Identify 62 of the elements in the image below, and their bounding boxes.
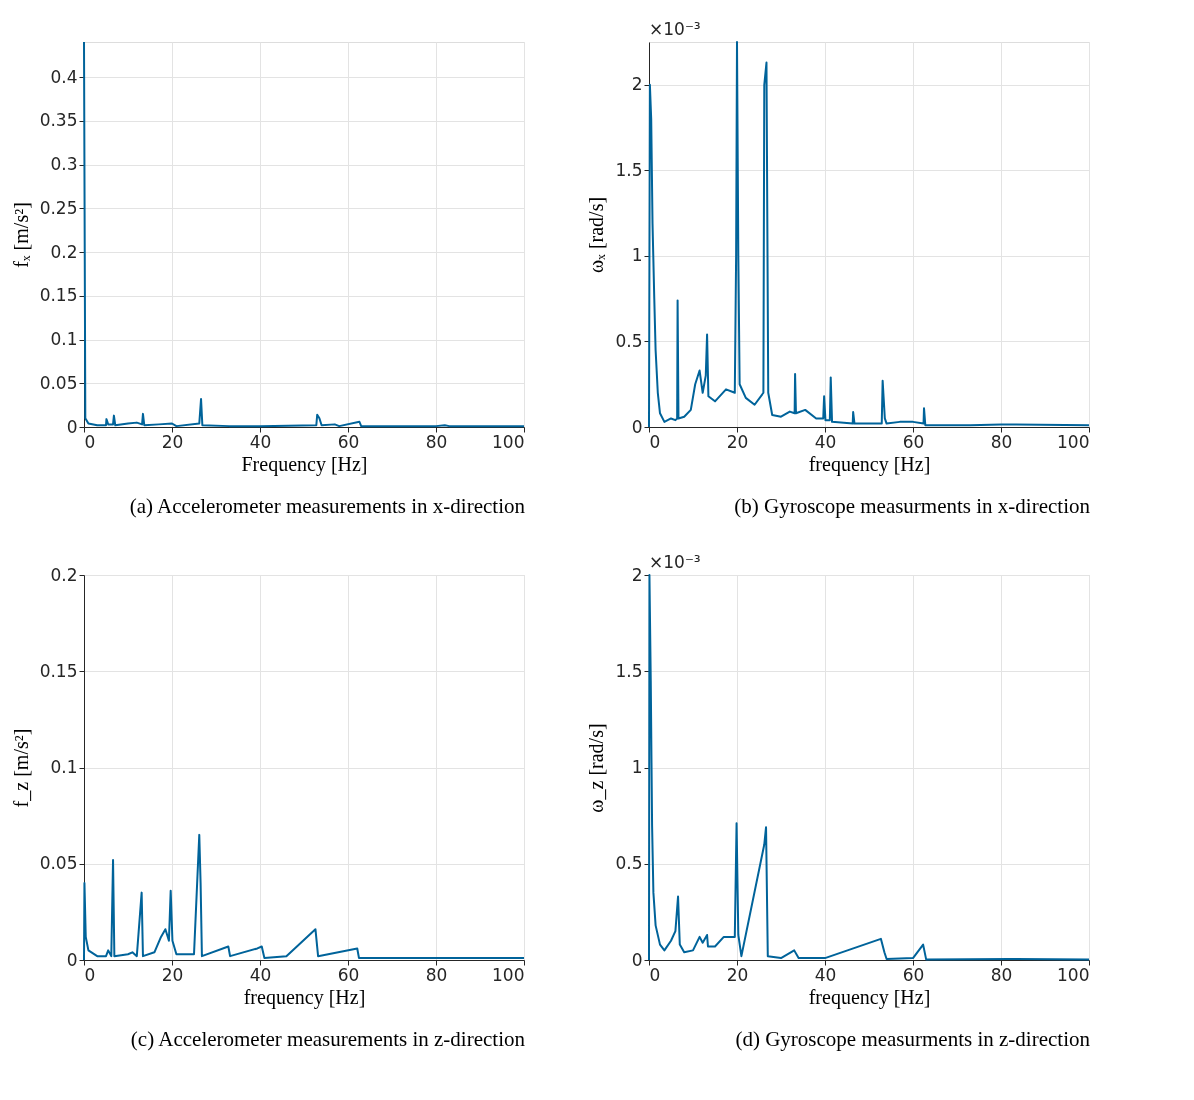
x-tick-label: 20	[161, 964, 184, 985]
x-axis-title: frequency [Hz]	[808, 985, 931, 1009]
x-tick-label: 20	[161, 431, 184, 452]
y-tick-label: 0	[631, 416, 643, 437]
y-tick-label: 0	[66, 416, 78, 437]
x-tick-label: 60	[902, 431, 925, 452]
y-tick-label: 0.4	[50, 66, 78, 87]
x-tick-label: 60	[902, 964, 925, 985]
y-tick-label: 0.15	[39, 660, 78, 681]
x-axis-title: frequency [Hz]	[243, 985, 366, 1009]
y-tick-label: 0.25	[39, 197, 78, 218]
x-axis-title: Frequency [Hz]	[241, 452, 368, 476]
text: (a) Accelerometer measurements in x-direction	[129, 494, 526, 518]
x-tick-label: 100	[1057, 964, 1090, 985]
text: (d) Gyroscope measurments in z-direction	[735, 1027, 1091, 1051]
x-tick-label: 100	[1057, 431, 1090, 452]
x-tick-label: 40	[814, 431, 837, 452]
y-tick-label: 0.5	[615, 853, 643, 874]
x-tick-label: 40	[249, 431, 272, 452]
y-tick-label: 0	[66, 949, 78, 970]
y-tick-label: 1.5	[615, 159, 643, 180]
text: ×10⁻³	[649, 552, 701, 572]
x-tick-label: 0	[84, 964, 96, 985]
y-tick-label: 1	[631, 757, 643, 777]
x-tick-label: 80	[990, 964, 1013, 985]
y-tick-label: 1	[631, 245, 643, 266]
x-tick-label: 100	[492, 431, 525, 452]
x-tick-label: 80	[425, 964, 448, 985]
text: (b) Gyroscope measurments in x-direction	[734, 494, 1091, 518]
x-tick-label: 0	[84, 431, 96, 452]
x-tick-label: 100	[492, 964, 525, 985]
x-tick-label: 60	[337, 964, 360, 985]
x-tick-label: 0	[649, 964, 661, 985]
y-tick-label: 1.5	[615, 660, 643, 681]
text: ×10⁻³	[649, 19, 701, 39]
y-tick-label: 0.1	[50, 757, 78, 777]
x-tick-label: 80	[990, 431, 1013, 452]
y-axis-title: fₓ [m/s²]	[9, 202, 32, 268]
y-tick-label: 0.3	[50, 154, 78, 174]
text: (c) Accelerometer measurements in z-direction	[130, 1027, 526, 1051]
x-tick-label: 20	[726, 431, 749, 452]
y-tick-label: 2	[631, 74, 643, 95]
x-tick-label: 40	[249, 964, 272, 985]
x-axis-title: frequency [Hz]	[808, 452, 931, 476]
y-tick-label: 0.05	[39, 372, 78, 393]
y-tick-label: 0.15	[39, 285, 78, 306]
x-tick-label: 60	[337, 431, 360, 452]
y-tick-label: 2	[631, 564, 643, 585]
y-tick-label: 0.35	[39, 110, 78, 131]
y-tick-label: 0	[631, 949, 643, 970]
y-axis-title: ω_z [rad/s]	[585, 723, 608, 813]
x-tick-label: 20	[726, 964, 749, 985]
y-tick-label: 0.05	[39, 853, 78, 874]
y-tick-label: 0.1	[50, 329, 78, 349]
y-axis-title: f_z [m/s²]	[9, 728, 32, 808]
y-tick-label: 0.2	[50, 564, 78, 585]
y-tick-label: 0.2	[50, 241, 78, 262]
x-tick-label: 40	[814, 964, 837, 985]
y-tick-label: 0.5	[615, 330, 643, 351]
x-tick-label: 0	[649, 431, 661, 452]
y-axis-title: ωₓ [rad/s]	[585, 196, 608, 274]
x-tick-label: 80	[425, 431, 448, 452]
